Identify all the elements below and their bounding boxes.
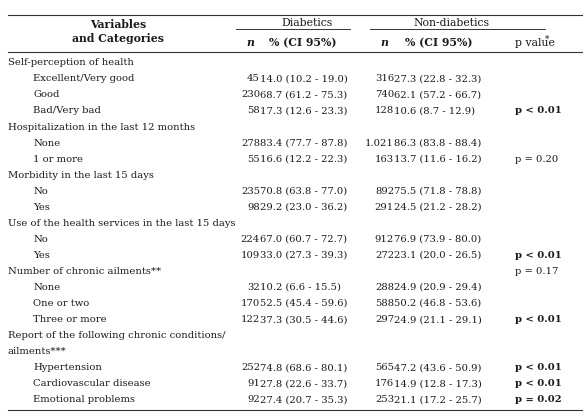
Text: 27.3 (22.8 - 32.3): 27.3 (22.8 - 32.3) xyxy=(394,74,481,84)
Text: 76.9 (73.9 - 80.0): 76.9 (73.9 - 80.0) xyxy=(394,235,481,244)
Text: 24.5 (21.2 - 28.2): 24.5 (21.2 - 28.2) xyxy=(394,203,481,212)
Text: p < 0.01: p < 0.01 xyxy=(515,363,562,372)
Text: 176: 176 xyxy=(375,379,394,388)
Text: 892: 892 xyxy=(375,186,394,196)
Text: 55: 55 xyxy=(247,155,260,164)
Text: Self-perception of health: Self-perception of health xyxy=(8,58,134,67)
Text: 32: 32 xyxy=(247,283,260,292)
Text: Number of chronic ailments**: Number of chronic ailments** xyxy=(8,267,161,276)
Text: 24.9 (21.1 - 29.1): 24.9 (21.1 - 29.1) xyxy=(394,315,482,324)
Text: 316: 316 xyxy=(375,74,394,84)
Text: 98: 98 xyxy=(247,203,260,212)
Text: 252: 252 xyxy=(241,363,260,372)
Text: 253: 253 xyxy=(375,395,394,404)
Text: p < 0.01: p < 0.01 xyxy=(515,315,562,324)
Text: Hospitalization in the last 12 months: Hospitalization in the last 12 months xyxy=(8,123,195,131)
Text: Report of the following chronic conditions/: Report of the following chronic conditio… xyxy=(8,331,225,340)
Text: 27.4 (20.7 - 35.3): 27.4 (20.7 - 35.3) xyxy=(260,395,348,404)
Text: 21.1 (17.2 - 25.7): 21.1 (17.2 - 25.7) xyxy=(394,395,482,404)
Text: Variables
and Categories: Variables and Categories xyxy=(72,19,164,44)
Text: 23.1 (20.0 - 26.5): 23.1 (20.0 - 26.5) xyxy=(394,251,481,260)
Text: p = 0.20: p = 0.20 xyxy=(515,155,558,164)
Text: Use of the health services in the last 15 days: Use of the health services in the last 1… xyxy=(8,219,235,228)
Text: 37.3 (30.5 - 44.6): 37.3 (30.5 - 44.6) xyxy=(260,315,348,324)
Text: 565: 565 xyxy=(375,363,394,372)
Text: 291: 291 xyxy=(375,203,394,212)
Text: Emotional problems: Emotional problems xyxy=(33,395,135,404)
Text: Yes: Yes xyxy=(33,251,50,260)
Text: 92: 92 xyxy=(247,395,260,404)
Text: 52.5 (45.4 - 59.6): 52.5 (45.4 - 59.6) xyxy=(260,299,348,308)
Text: None: None xyxy=(33,283,60,292)
Text: 272: 272 xyxy=(375,251,394,260)
Text: 70.8 (63.8 - 77.0): 70.8 (63.8 - 77.0) xyxy=(260,186,348,196)
Text: 47.2 (43.6 - 50.9): 47.2 (43.6 - 50.9) xyxy=(394,363,481,372)
Text: *: * xyxy=(545,35,549,44)
Text: 86.3 (83.8 - 88.4): 86.3 (83.8 - 88.4) xyxy=(394,139,481,147)
Text: 297: 297 xyxy=(375,315,394,324)
Text: p = 0.02: p = 0.02 xyxy=(515,395,562,404)
Text: Diabetics: Diabetics xyxy=(282,18,333,28)
Text: 58: 58 xyxy=(247,106,260,116)
Text: 230: 230 xyxy=(241,90,260,100)
Text: Non-diabetics: Non-diabetics xyxy=(413,18,489,28)
Text: p = 0.17: p = 0.17 xyxy=(515,267,558,276)
Text: 68.7 (61.2 - 75.3): 68.7 (61.2 - 75.3) xyxy=(260,90,348,100)
Text: Cardiovascular disease: Cardiovascular disease xyxy=(33,379,151,388)
Text: Bad/Very bad: Bad/Very bad xyxy=(33,106,101,116)
Text: 1 or more: 1 or more xyxy=(33,155,83,164)
Text: ailments***: ailments*** xyxy=(8,347,67,356)
Text: 29.2 (23.0 - 36.2): 29.2 (23.0 - 36.2) xyxy=(260,203,348,212)
Text: Morbidity in the last 15 days: Morbidity in the last 15 days xyxy=(8,171,154,180)
Text: % (CI 95%): % (CI 95%) xyxy=(405,37,473,48)
Text: Three or more: Three or more xyxy=(33,315,107,324)
Text: 16.6 (12.2 - 22.3): 16.6 (12.2 - 22.3) xyxy=(260,155,348,164)
Text: 33.0 (27.3 - 39.3): 33.0 (27.3 - 39.3) xyxy=(260,251,348,260)
Text: 91: 91 xyxy=(247,379,260,388)
Text: 740: 740 xyxy=(375,90,394,100)
Text: 74.8 (68.6 - 80.1): 74.8 (68.6 - 80.1) xyxy=(260,363,348,372)
Text: 163: 163 xyxy=(375,155,394,164)
Text: 13.7 (11.6 - 16.2): 13.7 (11.6 - 16.2) xyxy=(394,155,481,164)
Text: 128: 128 xyxy=(375,106,394,116)
Text: 109: 109 xyxy=(241,251,260,260)
Text: 14.0 (10.2 - 19.0): 14.0 (10.2 - 19.0) xyxy=(260,74,348,84)
Text: No: No xyxy=(33,186,48,196)
Text: 278: 278 xyxy=(241,139,260,147)
Text: 122: 122 xyxy=(241,315,260,324)
Text: 10.2 (6.6 - 15.5): 10.2 (6.6 - 15.5) xyxy=(260,283,341,292)
Text: Good: Good xyxy=(33,90,59,100)
Text: Hypertension: Hypertension xyxy=(33,363,102,372)
Text: 67.0 (60.7 - 72.7): 67.0 (60.7 - 72.7) xyxy=(260,235,347,244)
Text: 27.8 (22.6 - 33.7): 27.8 (22.6 - 33.7) xyxy=(260,379,348,388)
Text: 224: 224 xyxy=(241,235,260,244)
Text: One or two: One or two xyxy=(33,299,89,308)
Text: 62.1 (57.2 - 66.7): 62.1 (57.2 - 66.7) xyxy=(394,90,481,100)
Text: p < 0.01: p < 0.01 xyxy=(515,379,562,388)
Text: None: None xyxy=(33,139,60,147)
Text: 170: 170 xyxy=(241,299,260,308)
Text: p < 0.01: p < 0.01 xyxy=(515,251,562,260)
Text: 588: 588 xyxy=(375,299,394,308)
Text: 1.021: 1.021 xyxy=(365,139,394,147)
Text: Yes: Yes xyxy=(33,203,50,212)
Text: 235: 235 xyxy=(241,186,260,196)
Text: p < 0.01: p < 0.01 xyxy=(515,106,562,116)
Text: p value: p value xyxy=(515,38,555,48)
Text: 10.6 (8.7 - 12.9): 10.6 (8.7 - 12.9) xyxy=(394,106,475,116)
Text: n: n xyxy=(380,37,388,48)
Text: n: n xyxy=(246,37,254,48)
Text: 45: 45 xyxy=(247,74,260,84)
Text: Excellent/Very good: Excellent/Very good xyxy=(33,74,134,84)
Text: 912: 912 xyxy=(375,235,394,244)
Text: % (CI 95%): % (CI 95%) xyxy=(269,37,337,48)
Text: 83.4 (77.7 - 87.8): 83.4 (77.7 - 87.8) xyxy=(260,139,348,147)
Text: No: No xyxy=(33,235,48,244)
Text: 17.3 (12.6 - 23.3): 17.3 (12.6 - 23.3) xyxy=(260,106,348,116)
Text: 288: 288 xyxy=(375,283,394,292)
Text: 14.9 (12.8 - 17.3): 14.9 (12.8 - 17.3) xyxy=(394,379,482,388)
Text: 75.5 (71.8 - 78.8): 75.5 (71.8 - 78.8) xyxy=(394,186,481,196)
Text: 50.2 (46.8 - 53.6): 50.2 (46.8 - 53.6) xyxy=(394,299,481,308)
Text: 24.9 (20.9 - 29.4): 24.9 (20.9 - 29.4) xyxy=(394,283,481,292)
